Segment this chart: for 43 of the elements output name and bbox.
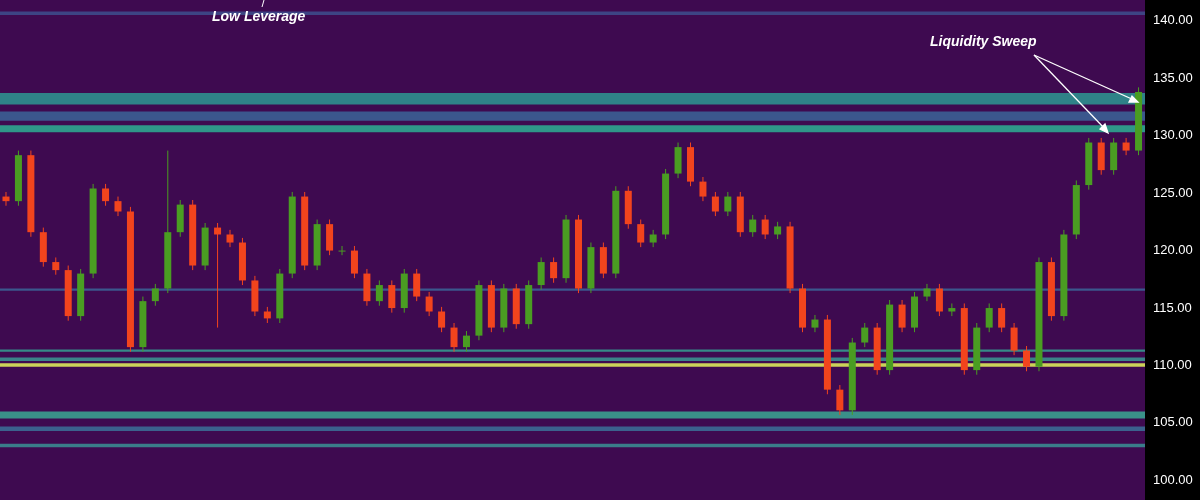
candlestick: [998, 302, 1006, 333]
candlestick: [985, 302, 993, 333]
candlestick: [438, 306, 446, 333]
candlestick: [836, 384, 844, 416]
candlestick: [761, 214, 769, 240]
annotation: Low Leverage: [212, 8, 306, 24]
y-tick-label: 105.00: [1153, 414, 1193, 430]
y-tick-label: 135.00: [1153, 69, 1193, 85]
y-tick-label: 100.00: [1153, 471, 1193, 487]
y-tick-label: 120.00: [1153, 242, 1193, 258]
candlestick: [749, 214, 757, 238]
candlestick: [537, 256, 545, 291]
candlestick: [450, 322, 458, 353]
y-tick-label: 125.00: [1153, 184, 1193, 200]
candlestick: [338, 245, 346, 256]
y-tick-label: 110.00: [1153, 356, 1192, 372]
y-tick-label: 140.00: [1153, 12, 1193, 28]
candlestick: [114, 196, 122, 217]
candlestick: [350, 245, 358, 279]
candlestick: [711, 191, 719, 217]
candlestick: [935, 283, 943, 317]
candlestick: [550, 256, 558, 284]
candlestick: [151, 283, 159, 307]
candlestick: [226, 229, 234, 248]
candlestick: [898, 299, 906, 333]
candlestick: [637, 219, 645, 248]
candlestick: [1010, 322, 1018, 356]
candlestick: [1023, 345, 1031, 372]
candlestick: [462, 330, 470, 353]
candlestick: [375, 279, 383, 307]
candlestick: [861, 322, 869, 348]
candlestick: [1122, 137, 1130, 156]
y-tick-label: 115.00: [1153, 299, 1192, 315]
candlestick: [388, 279, 396, 314]
candlestick: [811, 314, 819, 333]
candlestick: [724, 191, 732, 217]
candlestick: [102, 183, 110, 207]
candlestick: [425, 291, 433, 317]
y-tick-label: 130.00: [1153, 127, 1193, 143]
candlestick: [699, 176, 707, 202]
candlestick: [923, 283, 931, 302]
candlestick: [413, 268, 421, 302]
annotation: Liquidity Sweep: [930, 33, 1037, 49]
